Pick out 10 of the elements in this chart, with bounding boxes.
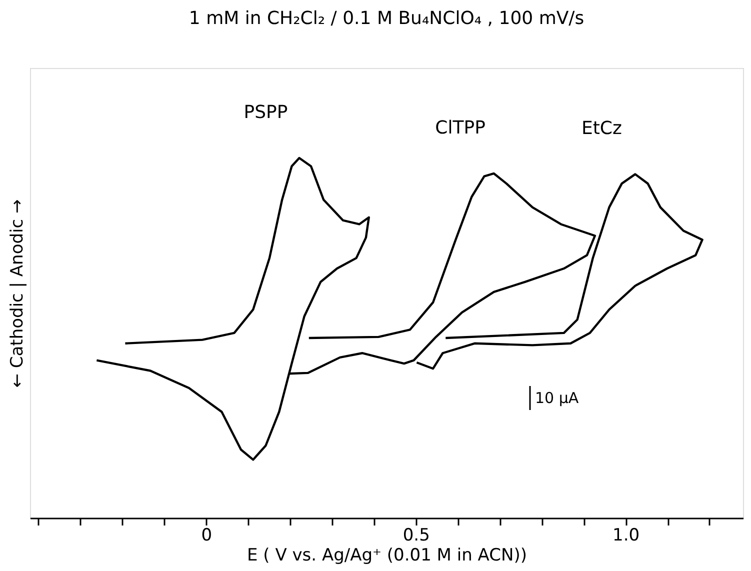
text: PSPP xyxy=(244,102,288,123)
x-tick-label: 0 xyxy=(201,526,212,546)
y-axis-title: ← Cathodic | Anodic → xyxy=(8,199,28,388)
x-axis-title: E ( V vs. Ag/Ag⁺ (0.01 M in ACN)) xyxy=(247,546,527,566)
text: EtCz xyxy=(581,118,622,140)
x-tick-label: 0.5 xyxy=(402,526,430,546)
x-tick-label: 1.0 xyxy=(612,526,640,546)
chart-title: 1 mM in CH₂Cl₂ / 0.1 M Bu₄NClO₄ , 100 mV/s xyxy=(188,8,584,29)
annotation: 10 μA xyxy=(535,389,580,407)
series-label: ClTPP xyxy=(435,117,486,138)
